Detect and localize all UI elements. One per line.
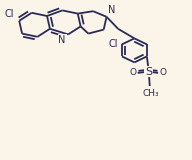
Text: CH₃: CH₃ — [142, 89, 159, 98]
Text: N: N — [108, 5, 115, 15]
Text: S: S — [145, 67, 152, 77]
Text: Cl: Cl — [5, 9, 14, 19]
Text: O: O — [160, 68, 166, 77]
Text: N: N — [59, 35, 66, 45]
Text: O: O — [129, 68, 136, 77]
Text: Cl: Cl — [109, 39, 118, 49]
